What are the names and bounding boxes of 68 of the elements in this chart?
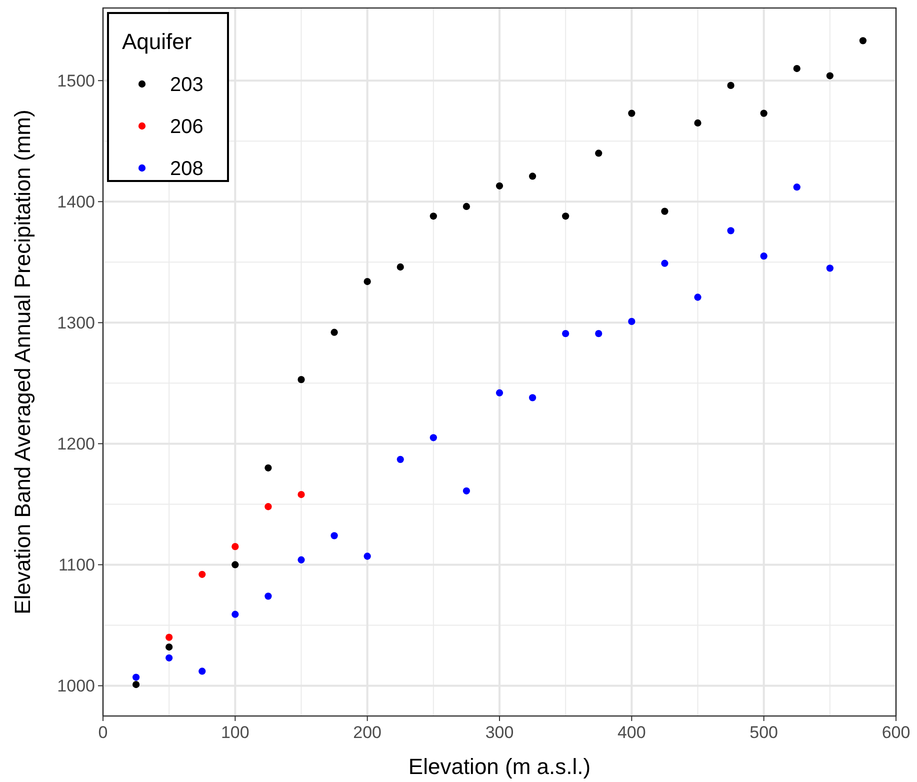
point	[298, 490, 305, 498]
point	[859, 37, 867, 44]
x-tick-label: 0	[98, 723, 108, 742]
x-tick-label: 500	[750, 723, 778, 742]
point	[166, 654, 173, 662]
x-tick-label: 400	[617, 723, 646, 742]
point	[496, 182, 504, 190]
x-tick-label: 200	[353, 723, 382, 742]
point	[298, 376, 305, 384]
x-tick-label: 100	[220, 723, 250, 742]
y-tick-label: 1200	[57, 434, 95, 454]
point	[364, 278, 371, 286]
point	[330, 328, 338, 336]
point	[232, 610, 239, 618]
y-tick-label: 1100	[58, 556, 95, 575]
point	[826, 72, 834, 80]
point	[132, 680, 140, 688]
point	[430, 212, 437, 220]
point	[198, 668, 206, 675]
point	[166, 643, 173, 651]
point	[264, 503, 272, 510]
point	[364, 552, 371, 560]
point	[628, 110, 636, 117]
y-tick-label: 1000	[57, 676, 95, 696]
point	[826, 264, 834, 272]
point	[430, 434, 437, 442]
point	[562, 330, 570, 338]
y-tick-label: 1300	[57, 314, 95, 333]
point	[661, 260, 668, 267]
y-axis-title: Elevation Band Averaged Annual Precipitation (mm)	[10, 110, 35, 614]
point	[496, 389, 504, 396]
x-tick-label: 600	[882, 723, 910, 742]
point	[793, 184, 800, 191]
x-axis-title: Elevation (m a.s.l.)	[408, 754, 591, 779]
point	[562, 212, 570, 220]
point	[528, 172, 536, 180]
point	[595, 330, 602, 338]
point	[132, 674, 140, 681]
point	[727, 227, 734, 234]
y-tick-label: 1500	[57, 72, 95, 91]
point	[760, 110, 768, 117]
point	[793, 64, 800, 72]
point	[694, 294, 702, 301]
point	[298, 556, 305, 564]
y-tick-label: 1400	[57, 192, 95, 212]
x-tick-label: 300	[485, 723, 514, 742]
legend-label: 208	[170, 158, 204, 180]
legend-label: 203	[170, 74, 204, 96]
point	[462, 487, 470, 494]
point	[462, 202, 470, 210]
point	[198, 570, 206, 578]
legend-label: 206	[170, 116, 204, 138]
point	[166, 634, 173, 641]
point	[264, 592, 272, 600]
point	[264, 464, 272, 472]
point	[528, 394, 536, 402]
point	[396, 456, 404, 463]
point	[694, 119, 702, 127]
point	[232, 543, 239, 550]
point	[727, 82, 734, 90]
point	[330, 532, 338, 540]
point	[595, 150, 602, 157]
legend-title: Aquifer	[122, 29, 192, 54]
point	[232, 561, 239, 568]
point	[760, 252, 768, 260]
point	[628, 318, 636, 326]
point	[396, 263, 404, 271]
point	[661, 208, 668, 215]
